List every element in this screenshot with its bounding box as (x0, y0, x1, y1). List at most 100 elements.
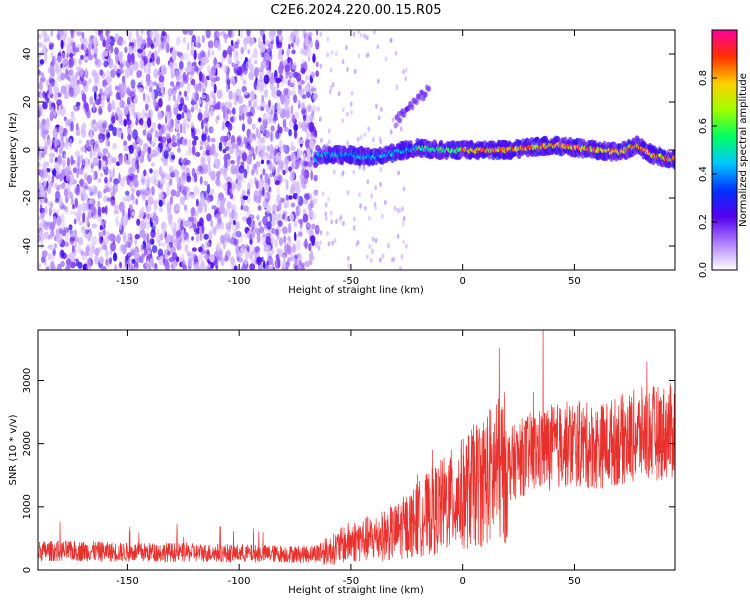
spectrogram-noise-blob (301, 168, 305, 177)
spectrogram-noise-blob (179, 123, 183, 134)
spectrogram-noise-blob (60, 39, 64, 50)
spectrogram-noise-blob (61, 52, 66, 60)
spectrogram-noise-blob (112, 126, 118, 137)
snr-x-tick-label: 50 (568, 576, 581, 587)
spectrogram-noise-blob (247, 112, 253, 117)
spectrogram-noise-blob (311, 71, 316, 79)
spectrogram-noise-blob (49, 206, 52, 217)
spectrogram-noise-blob (166, 113, 171, 122)
spectrogram-noise-blob (257, 180, 264, 191)
spectrogram-sparse-blob (372, 136, 375, 143)
spectrogram-sparse-blob (326, 231, 329, 237)
spectrogram-noise-blob (309, 40, 313, 48)
spectrogram-noise-blob (107, 235, 114, 241)
spectrogram-noise-blob (149, 79, 154, 91)
spectrogram-noise-blob (153, 98, 157, 108)
spectrogram-noise-blob (268, 99, 271, 109)
spectrogram-noise-blob (52, 169, 57, 176)
spectrogram-noise-blob (80, 249, 84, 256)
spectrogram-noise-blob (229, 187, 235, 195)
spectrogram-noise-blob (210, 110, 214, 117)
spectrogram-sparse-blob (367, 126, 371, 132)
spectrogram-noise-blob (61, 213, 65, 223)
spectrogram-noise-blob (105, 70, 111, 81)
spectrogram-noise-blob (179, 184, 185, 194)
colorbar-gradient (712, 30, 737, 270)
spectrogram-noise-blob (166, 202, 171, 210)
spectrogram-sparse-blob (341, 107, 345, 113)
spectrogram-noise-blob (296, 38, 300, 48)
spectrogram-noise-blob (88, 78, 92, 84)
spectrogram-noise-blob (313, 174, 318, 182)
spectrogram-noise-blob (287, 222, 292, 234)
spectrogram-noise-blob (74, 57, 77, 66)
spectrogram-noise-blob (143, 169, 147, 177)
spectrogram-noise-blob (230, 256, 235, 265)
spectrogram-noise-blob (262, 168, 266, 176)
spectrogram-noise-blob (125, 190, 130, 196)
spectrogram-sparse-blob (345, 45, 348, 51)
spectrogram-noise-blob (76, 122, 79, 131)
spectrogram-sparse-blob (331, 240, 334, 246)
spectrogram-noise-blob (200, 250, 205, 255)
spectrogram-noise-blob (128, 166, 133, 177)
spectrogram-noise-blob (80, 146, 86, 153)
spectrogram-noise-blob (281, 77, 285, 87)
spectrogram-noise-blob (310, 250, 314, 260)
spectrogram-noise-blob (188, 190, 191, 197)
spectrogram-noise-blob (309, 139, 315, 150)
spectrogram-sparse-blob (402, 186, 406, 192)
spectrogram-sparse-blob (379, 139, 383, 145)
spectrogram-sparse-blob (342, 220, 345, 227)
spectrogram-trace-blob (414, 99, 419, 106)
spectrogram-noise-blob (315, 30, 319, 36)
spectrogram-noise-blob (139, 119, 144, 126)
spectrogram-noise-blob (171, 136, 175, 143)
spectrogram-noise-blob (110, 69, 116, 78)
spectrogram-noise-blob (161, 173, 166, 179)
spectrogram-noise-blob (38, 182, 42, 187)
spectrogram-noise-blob (202, 122, 209, 129)
spectrogram-sparse-blob (327, 241, 331, 247)
spectrogram-noise-blob (167, 207, 171, 218)
spectrogram-noise-blob (304, 260, 311, 268)
spectrogram-sparse-blob (338, 216, 342, 222)
spectrogram-sparse-blob (350, 109, 353, 115)
spectrogram-noise-blob (157, 248, 164, 258)
spectrogram-noise-blob (65, 206, 69, 213)
spectrogram-noise-blob (278, 237, 284, 246)
spectrogram-noise-blob (60, 63, 64, 69)
spectrogram-noise-blob (270, 131, 273, 143)
spectrogram-noise-blob (270, 125, 275, 132)
spectrogram-noise-blob (105, 249, 109, 259)
spectrogram-noise-blob (227, 30, 232, 38)
spectrogram-noise-blob (286, 244, 292, 254)
spectrogram-noise-blob (59, 172, 63, 182)
spectrogram-noise-blob (38, 42, 43, 48)
spectrogram-noise-blob (270, 236, 274, 247)
spectrogram-noise-blob (176, 132, 181, 138)
spectrogram-noise-blob (118, 155, 123, 165)
spectrogram-noise-blob (283, 88, 289, 96)
spectrogram-noise-blob (151, 245, 158, 254)
spectrogram-noise-blob (191, 34, 196, 43)
spectrogram-noise-blob (158, 207, 164, 213)
spectrogram-noise-blob (114, 47, 119, 55)
spectrogram-noise-blob (259, 226, 265, 234)
spectrogram-noise-blob (276, 248, 280, 255)
spectrogram-noise-blob (110, 185, 116, 197)
spectrogram-noise-blob (140, 150, 145, 157)
spectrogram-noise-blob (221, 221, 224, 231)
spectrogram-noise-blob (43, 163, 48, 172)
spectrogram-noise-blob (277, 257, 281, 269)
spectrogram-noise-blob (296, 150, 303, 158)
spectrogram-noise-blob (211, 143, 216, 152)
spectrogram-noise-blob (45, 79, 51, 85)
spectrogram-noise-blob (199, 176, 203, 185)
spectrogram-noise-blob (38, 262, 41, 269)
spectrogram-noise-blob (95, 30, 99, 36)
spectrogram-noise-blob (179, 55, 185, 61)
spectrogram-sparse-blob (364, 205, 367, 211)
spectrogram-noise-blob (262, 60, 267, 68)
spectrogram-noise-blob (78, 139, 82, 145)
